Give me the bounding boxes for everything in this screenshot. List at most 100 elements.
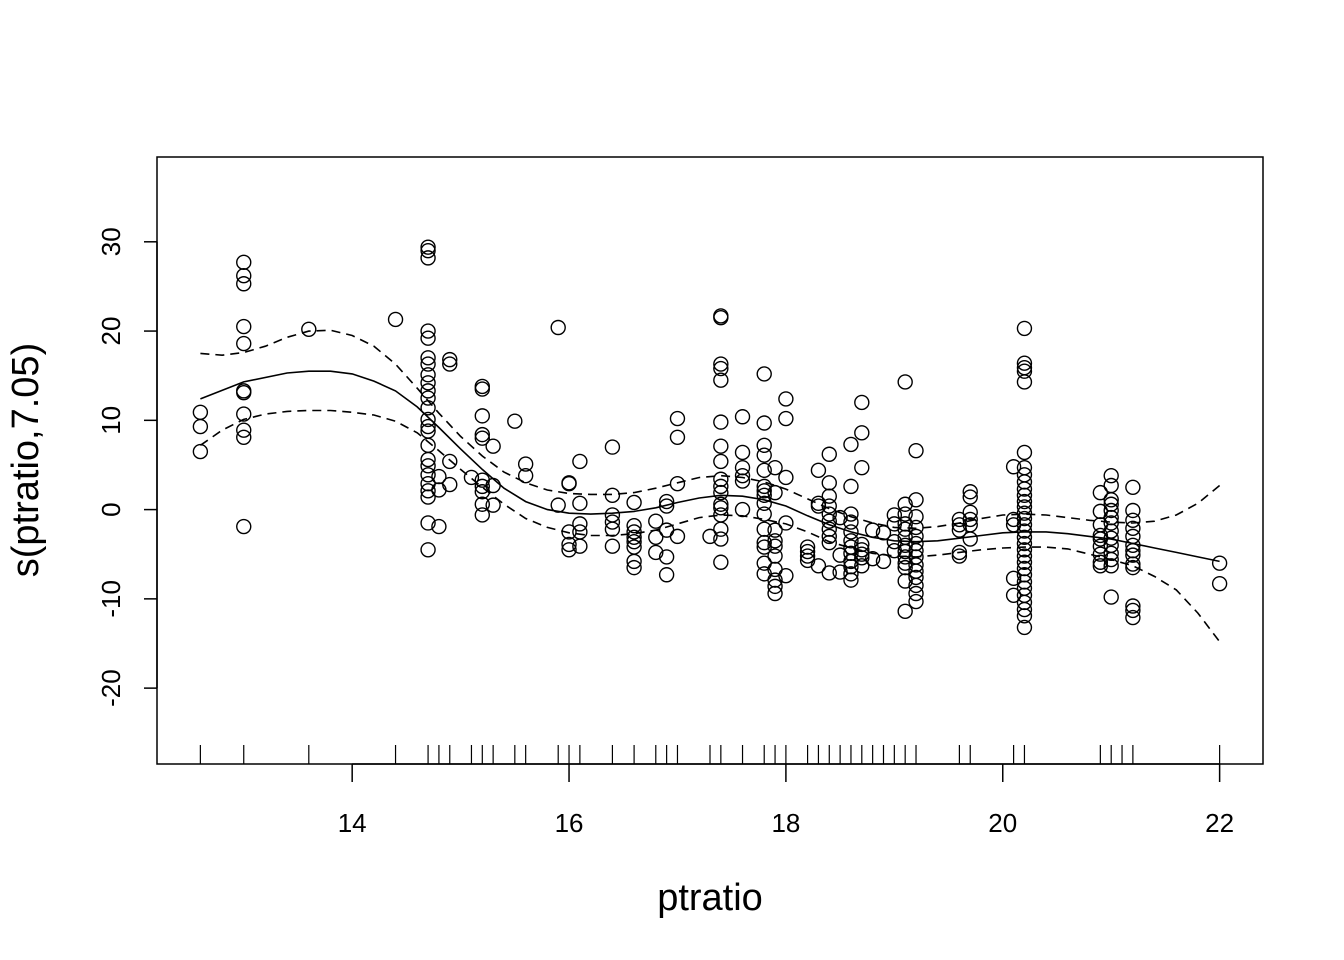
data-point bbox=[420, 489, 436, 505]
data-point bbox=[474, 430, 490, 446]
data-point bbox=[669, 410, 686, 427]
data-point bbox=[832, 509, 848, 526]
data-point bbox=[962, 511, 978, 528]
data-point bbox=[767, 484, 783, 501]
data-point bbox=[420, 350, 436, 366]
data-point bbox=[821, 534, 837, 551]
data-point bbox=[1092, 527, 1109, 544]
data-point bbox=[572, 453, 588, 470]
data-point bbox=[821, 565, 837, 581]
x-tick-label: 22 bbox=[1205, 808, 1234, 838]
data-point bbox=[301, 321, 317, 337]
data-point bbox=[236, 384, 252, 401]
data-point bbox=[420, 418, 436, 435]
data-point bbox=[843, 478, 859, 495]
data-point bbox=[442, 351, 458, 368]
data-point bbox=[474, 381, 490, 397]
data-point bbox=[767, 522, 783, 538]
data-point bbox=[778, 391, 794, 407]
data-point bbox=[1016, 529, 1033, 545]
data-point bbox=[420, 437, 436, 454]
data-point bbox=[1103, 467, 1119, 484]
data-point bbox=[474, 496, 490, 512]
data-point bbox=[1005, 459, 1022, 475]
data-point bbox=[1016, 523, 1033, 539]
data-point bbox=[756, 506, 772, 522]
data-point bbox=[1125, 502, 1141, 519]
residual-points bbox=[192, 239, 1228, 636]
data-point bbox=[778, 469, 794, 486]
data-point bbox=[1016, 619, 1033, 636]
data-point bbox=[658, 498, 675, 514]
data-point bbox=[1016, 554, 1033, 570]
data-point bbox=[1125, 547, 1141, 563]
data-point bbox=[886, 516, 903, 532]
data-point bbox=[1103, 530, 1119, 546]
data-point bbox=[1092, 554, 1109, 570]
data-point bbox=[604, 487, 621, 504]
data-point bbox=[626, 529, 642, 545]
data-point bbox=[734, 501, 751, 518]
y-tick-label: 0 bbox=[96, 502, 126, 516]
data-point bbox=[734, 459, 751, 476]
data-point bbox=[756, 366, 772, 382]
data-point bbox=[474, 507, 490, 523]
data-point bbox=[485, 477, 501, 494]
data-point bbox=[626, 524, 642, 540]
data-point bbox=[778, 410, 794, 427]
data-point bbox=[1016, 374, 1033, 390]
data-point bbox=[756, 462, 772, 479]
data-point bbox=[561, 524, 577, 540]
data-point bbox=[962, 504, 978, 520]
upper-band-line bbox=[200, 329, 1221, 530]
data-point bbox=[442, 356, 458, 372]
data-point bbox=[734, 467, 751, 484]
data-point bbox=[875, 525, 892, 541]
data-point bbox=[854, 394, 870, 411]
data-point bbox=[1016, 444, 1033, 461]
data-point bbox=[648, 529, 664, 545]
data-point bbox=[886, 534, 903, 550]
y-tick-label: 30 bbox=[96, 227, 126, 256]
data-point bbox=[572, 524, 588, 540]
data-point bbox=[1211, 575, 1228, 592]
data-point bbox=[192, 443, 209, 460]
x-tick-label: 16 bbox=[555, 808, 584, 838]
data-point bbox=[854, 425, 870, 441]
data-point bbox=[420, 483, 436, 499]
data-point bbox=[1125, 602, 1141, 619]
data-point bbox=[713, 531, 729, 547]
data-point bbox=[1125, 556, 1141, 572]
data-point bbox=[734, 444, 751, 461]
data-point bbox=[756, 415, 772, 431]
data-point bbox=[648, 513, 664, 529]
data-point bbox=[713, 356, 729, 372]
data-point bbox=[420, 458, 436, 474]
data-point bbox=[192, 418, 209, 435]
data-point bbox=[713, 496, 729, 512]
data-point bbox=[626, 534, 642, 550]
data-point bbox=[1092, 538, 1109, 554]
data-point bbox=[713, 372, 729, 388]
data-point bbox=[821, 528, 837, 545]
data-point bbox=[756, 437, 772, 454]
data-point bbox=[843, 436, 859, 453]
data-point bbox=[886, 507, 903, 523]
fit-lines bbox=[199, 329, 1221, 643]
y-axis: -20 -10 0 10 20 30 bbox=[96, 227, 158, 707]
data-point bbox=[626, 559, 642, 576]
data-point bbox=[713, 453, 729, 470]
data-point bbox=[1016, 548, 1033, 564]
data-point bbox=[1016, 517, 1033, 533]
data-point bbox=[756, 487, 772, 504]
data-point bbox=[648, 544, 664, 561]
data-point bbox=[1016, 487, 1033, 504]
data-point bbox=[236, 268, 252, 284]
data-point bbox=[1016, 601, 1033, 618]
data-point bbox=[1125, 512, 1141, 529]
data-point bbox=[517, 467, 534, 484]
data-point bbox=[431, 518, 447, 535]
data-point bbox=[1016, 363, 1033, 379]
data-point bbox=[442, 453, 458, 470]
